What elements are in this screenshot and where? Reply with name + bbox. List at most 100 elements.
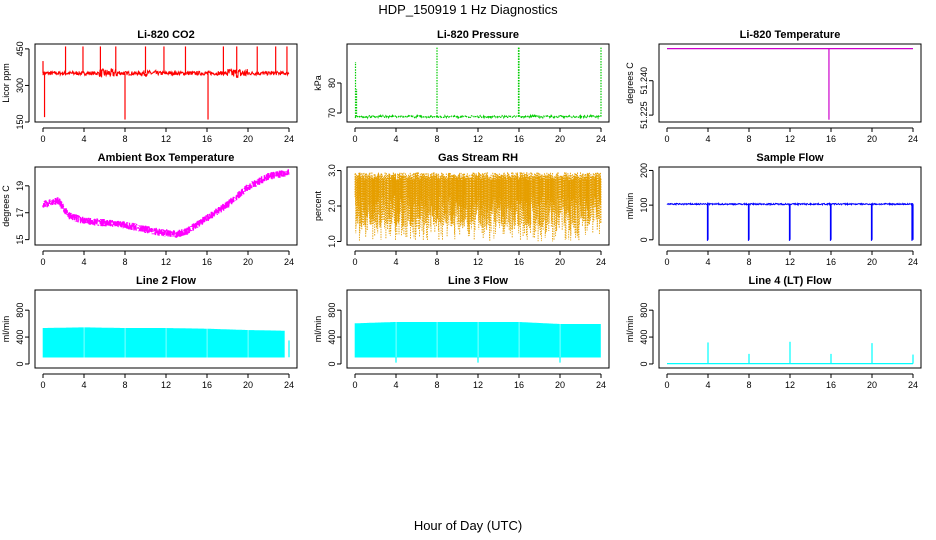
x-tick-label: 24 <box>596 380 606 390</box>
y-axis-label: degrees C <box>1 185 11 227</box>
data-series <box>42 327 290 358</box>
plot-frame <box>658 289 922 369</box>
x-tick-label: 16 <box>514 380 524 390</box>
x-tick-label: 20 <box>867 380 877 390</box>
x-tick-label: 16 <box>826 380 836 390</box>
flow-band <box>84 327 125 358</box>
chart-panel-1: Li-820 CO2 0 4 8 12 16 20 24 150 300 450 Licor ppm <box>1 29 298 144</box>
x-tick-label: 20 <box>555 257 565 267</box>
x-tick-label: 20 <box>243 380 253 390</box>
y-axis: 0 100 200 ml/min <box>625 163 654 242</box>
x-tick-label: 24 <box>596 257 606 267</box>
x-tick-label: 0 <box>664 380 669 390</box>
x-tick-label: 4 <box>81 257 86 267</box>
data-series <box>354 172 602 242</box>
x-tick-label: 12 <box>473 380 483 390</box>
x-tick-label: 16 <box>202 380 212 390</box>
y-axis-label: percent <box>313 190 323 221</box>
x-tick-label: 8 <box>434 257 439 267</box>
x-tick-label: 12 <box>161 380 171 390</box>
x-tick-label: 0 <box>352 380 357 390</box>
plot-frame <box>34 289 298 369</box>
temperature-band <box>42 169 290 238</box>
plot-frame <box>658 43 922 123</box>
plot-frame <box>34 43 298 123</box>
y-tick-label: 100 <box>639 198 649 213</box>
x-tick-label: 8 <box>122 257 127 267</box>
x-tick-label: 8 <box>122 380 127 390</box>
x-tick-label: 0 <box>40 380 45 390</box>
data-series <box>42 169 290 238</box>
y-axis-label: ml/min <box>313 316 323 343</box>
chart-panel-5: Gas Stream RH 0 4 8 12 16 20 24 1.0 2.0 3.0 percent <box>313 152 610 267</box>
x-tick-label: 0 <box>352 257 357 267</box>
x-tick-label: 8 <box>746 134 751 144</box>
y-tick-label: 51.240 <box>639 67 649 95</box>
y-tick-label: 51.225 <box>639 101 649 129</box>
x-tick-label: 0 <box>352 134 357 144</box>
rh-series <box>354 172 602 242</box>
x-tick-label: 24 <box>908 380 918 390</box>
data-series <box>42 46 290 120</box>
x-axis: 0 4 8 12 16 20 24 <box>664 127 918 144</box>
flow-band <box>166 327 207 358</box>
x-tick-label: 4 <box>393 134 398 144</box>
plot-frame <box>34 166 298 246</box>
panel-title: Ambient Box Temperature <box>98 152 235 164</box>
chart-panel-3: Li-820 Temperature 0 4 8 12 16 20 24 51.225 51.24… <box>625 29 922 144</box>
data-series <box>666 201 914 241</box>
chart-panel-2: Li-820 Pressure 0 4 8 12 16 20 24 70 80 kPa <box>313 29 610 144</box>
x-tick-label: 4 <box>81 380 86 390</box>
y-tick-label: 19 <box>15 181 25 191</box>
flow-band <box>560 323 601 358</box>
x-tick-label: 4 <box>705 257 710 267</box>
x-tick-label: 12 <box>161 257 171 267</box>
y-tick-label: 80 <box>327 78 337 88</box>
plot-frame <box>658 166 922 246</box>
x-tick-label: 24 <box>284 134 294 144</box>
x-tick-label: 16 <box>826 134 836 144</box>
y-axis-label: ml/min <box>1 316 11 343</box>
y-tick-label: 1.0 <box>327 235 337 248</box>
x-axis: 0 4 8 12 16 20 24 <box>352 373 606 390</box>
flow-band <box>42 327 84 358</box>
plot-frame <box>346 289 610 369</box>
x-tick-label: 8 <box>746 257 751 267</box>
x-axis: 0 4 8 12 16 20 24 <box>40 250 294 267</box>
x-tick-label: 8 <box>434 134 439 144</box>
x-tick-label: 20 <box>867 257 877 267</box>
y-tick-label: 70 <box>327 108 337 118</box>
x-axis-caption: Hour of Day (UTC) <box>413 518 523 533</box>
x-tick-label: 4 <box>705 134 710 144</box>
y-axis-label: ml/min <box>625 193 635 220</box>
panel-title: Li-820 Pressure <box>437 29 519 41</box>
series-line <box>354 113 602 120</box>
main-title: HDP_150919 1 Hz Diagnostics <box>378 2 558 17</box>
panel-title: Li-820 Temperature <box>740 29 841 41</box>
y-tick-label: 450 <box>15 41 25 56</box>
y-tick-label: 15 <box>15 235 25 245</box>
plot-frame <box>346 43 610 123</box>
x-tick-label: 12 <box>785 134 795 144</box>
x-tick-label: 24 <box>596 134 606 144</box>
y-tick-label: 2.0 <box>327 200 337 213</box>
data-series <box>354 321 601 363</box>
flow-band <box>519 321 560 358</box>
y-axis-label: kPa <box>313 75 323 91</box>
y-tick-label: 0 <box>327 361 337 366</box>
panel-title: Sample Flow <box>756 152 824 164</box>
flow-band <box>396 321 437 358</box>
data-series <box>354 47 602 120</box>
x-tick-label: 16 <box>826 257 836 267</box>
flow-band <box>354 321 396 358</box>
flow-band <box>478 321 519 358</box>
y-tick-label: 3.0 <box>327 164 337 177</box>
panel-title: Li-820 CO2 <box>137 29 194 41</box>
chart-panel-4: Ambient Box Temperature 0 4 8 12 16 20 24 15 17 19… <box>1 152 298 267</box>
x-tick-label: 8 <box>746 380 751 390</box>
x-tick-label: 16 <box>202 257 212 267</box>
y-axis: 15 17 19 degrees C <box>1 181 30 245</box>
y-axis: 150 300 450 Licor ppm <box>1 41 30 130</box>
x-tick-label: 12 <box>473 134 483 144</box>
y-tick-label: 200 <box>639 163 649 178</box>
